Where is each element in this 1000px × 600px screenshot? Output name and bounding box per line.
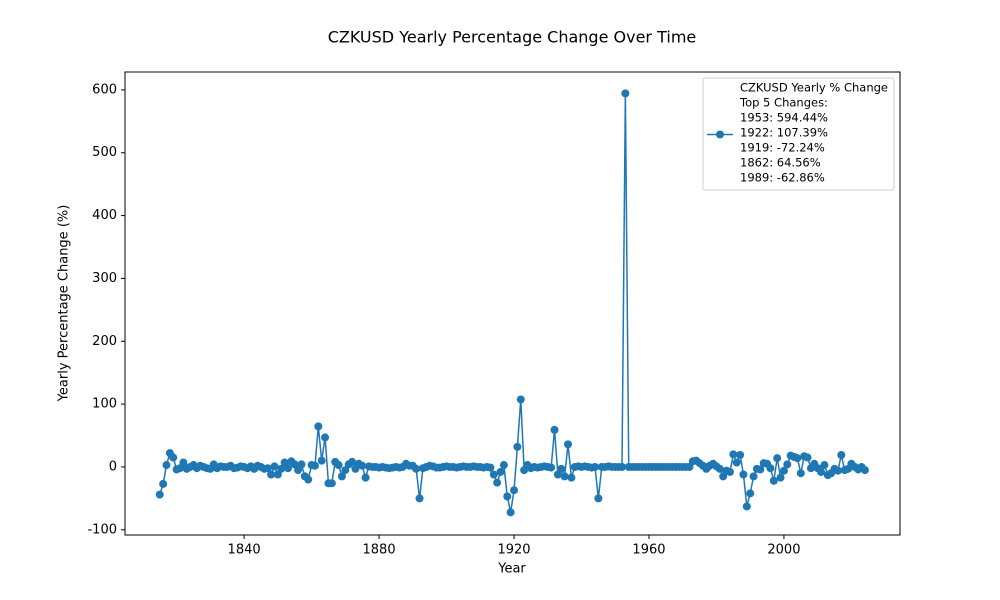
point <box>169 453 178 462</box>
point <box>314 422 323 431</box>
x-tick-label: 1960 <box>632 543 665 558</box>
point <box>159 479 168 488</box>
y-tick-label: 200 <box>92 334 117 349</box>
x-axis-label: Year <box>497 562 526 577</box>
x-tick-label: 1880 <box>363 543 396 558</box>
point <box>803 453 812 462</box>
y-tick-label: 100 <box>92 397 117 412</box>
point <box>412 464 421 473</box>
y-tick-label: 500 <box>92 145 117 160</box>
point <box>783 460 792 469</box>
point <box>560 472 569 481</box>
point <box>729 450 738 459</box>
legend-note: Top 5 Changes: <box>739 96 828 110</box>
point <box>736 451 745 460</box>
point <box>510 486 519 495</box>
y-tick-label: 0 <box>109 459 117 474</box>
point <box>496 467 505 476</box>
point <box>776 473 785 482</box>
point <box>860 466 869 475</box>
point <box>348 457 357 466</box>
point <box>162 461 171 470</box>
point <box>739 470 748 479</box>
point <box>506 508 515 517</box>
point <box>766 464 775 473</box>
point <box>304 475 313 484</box>
legend-note: 1862: 64.56% <box>740 156 821 170</box>
legend-label: CZKUSD Yearly % Change <box>740 81 888 95</box>
point <box>793 454 802 463</box>
y-axis-label: Yearly Percentage Change (%) <box>57 205 72 403</box>
point <box>358 461 367 470</box>
point <box>267 470 276 479</box>
point <box>773 454 782 463</box>
plot-frame <box>124 71 901 536</box>
legend-note: 1953: 594.44% <box>740 111 828 125</box>
point <box>564 440 573 449</box>
point <box>179 458 188 467</box>
x-tick-label: 2000 <box>767 543 800 558</box>
x-tick-label: 1920 <box>497 543 530 558</box>
point <box>547 463 556 472</box>
y-tick-label: -100 <box>87 522 117 537</box>
point <box>732 458 741 467</box>
point <box>297 460 306 469</box>
legend-box <box>702 77 895 191</box>
legend-marker <box>716 130 724 139</box>
y-tick-label: 600 <box>92 82 117 97</box>
point <box>779 466 788 475</box>
point <box>499 461 508 470</box>
legend-note: 1919: -72.24% <box>740 141 825 155</box>
point <box>493 478 502 487</box>
point <box>715 464 724 473</box>
point <box>321 433 330 442</box>
point <box>594 494 603 503</box>
x-tick-label: 1840 <box>228 543 261 558</box>
point <box>756 465 765 474</box>
point <box>617 462 626 471</box>
point <box>567 473 576 482</box>
chart-title: CZKUSD Yearly Percentage Change Over Tim… <box>328 28 697 47</box>
y-tick-label: 300 <box>92 271 117 286</box>
legend-note: 1922: 107.39% <box>740 126 828 140</box>
y-tick-label: 400 <box>92 208 117 223</box>
point <box>550 425 559 434</box>
point <box>310 461 319 470</box>
point <box>317 456 326 465</box>
point <box>277 464 286 473</box>
point <box>263 464 272 473</box>
point <box>837 451 846 460</box>
point <box>486 463 495 472</box>
point <box>337 472 346 481</box>
point <box>820 461 829 470</box>
point <box>769 476 778 485</box>
point <box>513 442 522 451</box>
point <box>155 490 164 499</box>
point <box>746 489 755 498</box>
point <box>503 492 512 501</box>
point <box>489 470 498 479</box>
point <box>334 461 343 470</box>
point <box>742 502 751 511</box>
point <box>270 462 279 471</box>
point <box>327 479 336 488</box>
point <box>415 494 424 503</box>
point <box>833 466 842 475</box>
point <box>283 464 292 473</box>
legend-note: 1989: -62.86% <box>740 171 825 185</box>
point <box>817 467 826 476</box>
point <box>796 469 805 478</box>
point <box>621 89 630 98</box>
point <box>557 464 566 473</box>
point <box>725 467 734 476</box>
point <box>749 472 758 481</box>
point <box>590 462 599 471</box>
point <box>361 473 370 482</box>
point <box>516 395 525 404</box>
